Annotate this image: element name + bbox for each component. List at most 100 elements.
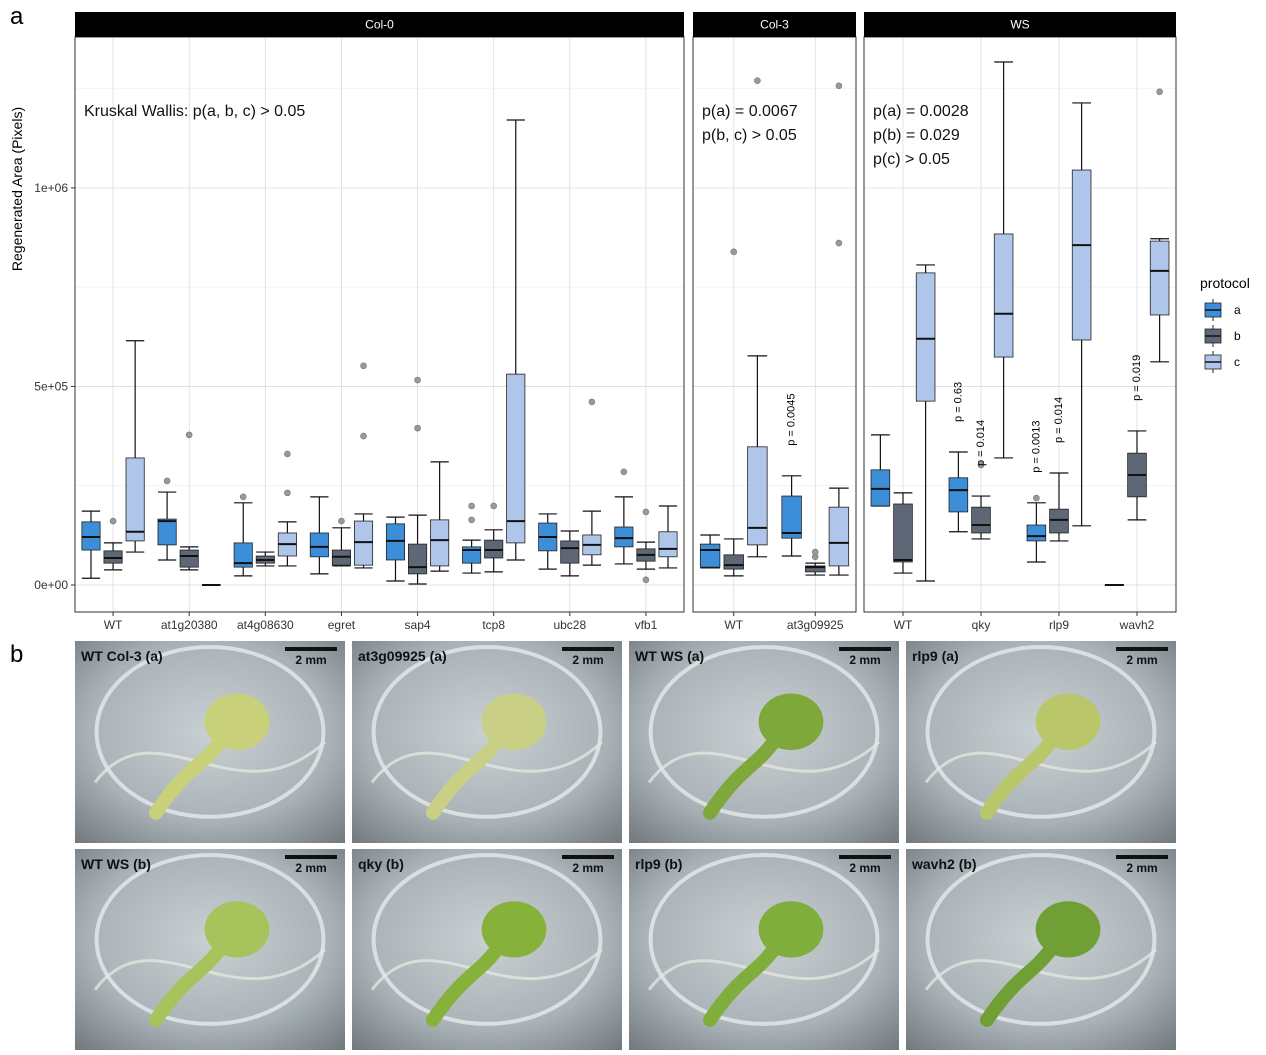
photo-background	[906, 641, 1176, 843]
box-body	[561, 541, 579, 563]
facet-label: WS	[1010, 18, 1029, 32]
figure: a b Regenerated Area (Pixels) protocol W…	[0, 0, 1266, 1050]
outlier	[731, 249, 737, 255]
box	[894, 493, 913, 573]
outlier	[1157, 89, 1163, 95]
x-tick-label: WT	[104, 618, 123, 632]
box-body	[126, 458, 144, 541]
p-value-label: p = 0.019	[1131, 355, 1143, 401]
scale-label: 2 mm	[849, 653, 880, 667]
outlier	[589, 399, 595, 405]
p-value-label: p = 0.63	[952, 382, 964, 422]
outlier	[469, 503, 475, 509]
outlier	[284, 490, 290, 496]
scale-label: 2 mm	[1126, 653, 1157, 667]
photo-label: WT WS (b)	[81, 856, 151, 872]
outlier	[643, 509, 649, 515]
y-tick-label: 0e+00	[34, 578, 68, 592]
scale-label: 2 mm	[572, 861, 603, 875]
photo: WT Col-3 (a)2 mm	[75, 641, 345, 843]
photo-background	[629, 641, 899, 843]
outlier	[284, 451, 290, 457]
outlier	[643, 577, 649, 583]
box-body	[158, 519, 176, 545]
x-tick-label: ubc28	[553, 618, 586, 632]
photo: WT WS (a) 2 mm	[629, 641, 899, 843]
box-body	[615, 527, 633, 547]
x-tick-label: WT	[724, 618, 743, 632]
photo-background	[352, 641, 622, 843]
plant-blob	[205, 901, 270, 957]
box-body	[916, 273, 935, 401]
panel-label: a	[10, 3, 24, 30]
annotation: p(a) = 0.0028	[873, 103, 969, 120]
outlier	[836, 240, 842, 246]
outlier	[415, 425, 421, 431]
box-body	[972, 507, 991, 533]
plant-blob	[759, 694, 824, 751]
scale-label: 2 mm	[295, 653, 326, 667]
photo-label: wavh2 (b)	[911, 856, 977, 872]
legend-label: b	[1234, 329, 1241, 343]
photo: rlp9 (b)2 mm	[629, 849, 899, 1050]
annotation: p(b) = 0.029	[873, 127, 960, 144]
y-axis-label: Regenerated Area (Pixels)	[9, 107, 25, 271]
photo-background	[75, 849, 345, 1050]
outlier	[836, 83, 842, 89]
box-body	[408, 544, 426, 574]
x-tick-label: qky	[972, 618, 991, 632]
box-body	[724, 555, 744, 569]
scale-label: 2 mm	[849, 861, 880, 875]
x-tick-label: WT	[894, 618, 913, 632]
outlier	[491, 503, 497, 509]
box-body	[1072, 170, 1091, 340]
photo-background	[906, 849, 1176, 1050]
outlier	[110, 518, 116, 524]
outlier	[812, 549, 818, 555]
photo: wavh2 (b) 2 mm	[906, 849, 1176, 1050]
plant-blob	[482, 901, 547, 957]
box-body	[1050, 509, 1069, 533]
legend-label: a	[1234, 303, 1241, 317]
outlier	[240, 494, 246, 500]
x-tick-label: wavh2	[1119, 618, 1155, 632]
x-tick-label: vfb1	[635, 618, 658, 632]
facet-label: Col-3	[760, 18, 789, 32]
box-body	[1150, 241, 1169, 315]
outlier	[361, 433, 367, 439]
p-value-label: p = 0.0045	[786, 393, 798, 445]
y-tick-label: 1e+06	[34, 181, 68, 195]
scale-label: 2 mm	[572, 653, 603, 667]
photo-background	[75, 641, 345, 843]
photo-background	[352, 849, 622, 1050]
photo-label: rlp9 (a)	[912, 648, 959, 664]
x-tick-label: at4g08630	[237, 618, 294, 632]
x-tick-label: egret	[328, 618, 356, 632]
p-value-label: p = 0.014	[1053, 397, 1065, 443]
outlier	[338, 518, 344, 524]
outlier	[415, 377, 421, 383]
scale-label: 2 mm	[1126, 861, 1157, 875]
annotation: p(a) = 0.0067	[702, 103, 798, 120]
x-tick-label: at1g20380	[161, 618, 218, 632]
y-tick-label: 5e+05	[34, 379, 68, 393]
box-body	[700, 544, 720, 567]
photo-background	[629, 849, 899, 1050]
outlier	[754, 78, 760, 84]
box-body	[782, 496, 802, 538]
box-body	[829, 507, 849, 566]
box-body	[894, 504, 913, 562]
photo: at3g09925 (a) 2 mm	[352, 641, 622, 843]
p-value-label: p = 0.014	[975, 420, 987, 466]
box-body	[748, 447, 768, 545]
photo-label: at3g09925 (a)	[358, 648, 447, 664]
outlier	[186, 432, 192, 438]
box-body	[1027, 525, 1046, 541]
annotation: p(b, c) > 0.05	[702, 127, 797, 144]
facet-label: Col-0	[365, 18, 394, 32]
plant-blob	[482, 694, 547, 751]
plant-blob	[1036, 694, 1101, 751]
photo-label: WT WS (a)	[635, 648, 704, 664]
photo: rlp9 (a) 2 mm	[906, 641, 1176, 843]
box-body	[180, 550, 198, 567]
